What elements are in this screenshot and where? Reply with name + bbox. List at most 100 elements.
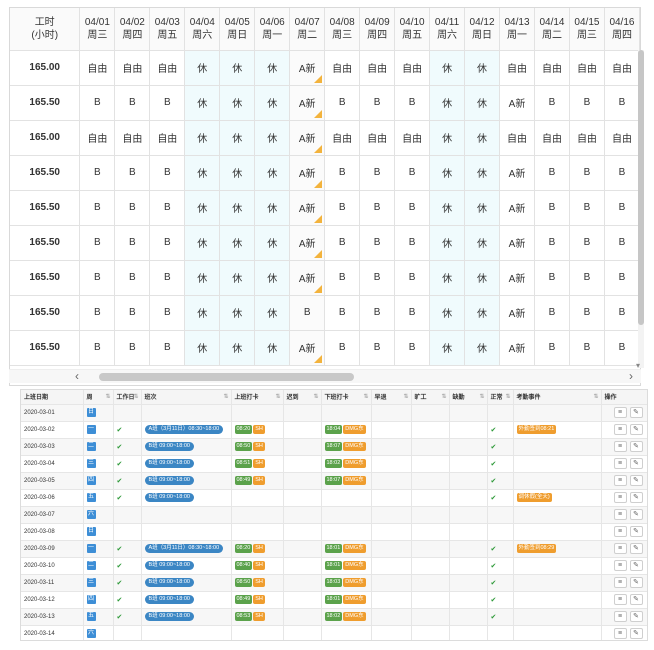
shift-cell[interactable]: B: [359, 330, 396, 366]
shift-cell[interactable]: 休: [429, 50, 466, 86]
shift-cell[interactable]: A新: [289, 190, 326, 226]
attendance-column-header[interactable]: 迟到 ⇅: [283, 390, 322, 405]
shift-cell[interactable]: B: [394, 295, 431, 331]
edit-icon[interactable]: ✎: [629, 560, 643, 571]
shift-cell[interactable]: B: [79, 155, 116, 191]
date-column-header[interactable]: 04/11 周六: [429, 8, 466, 51]
date-column-header[interactable]: 04/10 周五: [394, 8, 431, 51]
edit-icon[interactable]: ✎: [629, 441, 643, 452]
attendance-column-header[interactable]: 工作日 ⇅: [113, 390, 142, 405]
attendance-column-header[interactable]: 旷工 ⇅: [411, 390, 450, 405]
shift-cell[interactable]: B: [324, 155, 361, 191]
edit-icon[interactable]: ✎: [629, 424, 643, 435]
attendance-column-header[interactable]: 下班打卡 ⇅: [321, 390, 372, 405]
shift-cell[interactable]: 自由: [394, 50, 431, 86]
shift-cell[interactable]: B: [604, 295, 640, 331]
shift-cell[interactable]: B: [394, 85, 431, 121]
attendance-event-badge[interactable]: 外勤签到08:29: [516, 544, 557, 553]
shift-cell[interactable]: B: [114, 260, 151, 296]
sort-icon[interactable]: ⇅: [223, 394, 229, 400]
scroll-left-arrow[interactable]: ‹: [75, 369, 79, 383]
shift-cell[interactable]: A新: [499, 155, 535, 191]
shift-cell[interactable]: B: [604, 155, 640, 191]
list-icon[interactable]: ≡: [613, 577, 627, 588]
shift-cell[interactable]: B: [79, 295, 116, 331]
shift-cell[interactable]: 休: [464, 120, 501, 156]
shift-cell[interactable]: A新: [289, 50, 326, 86]
shift-cell[interactable]: 休: [184, 260, 221, 296]
scroll-right-arrow[interactable]: ›: [629, 369, 633, 383]
list-icon[interactable]: ≡: [613, 407, 627, 418]
shift-cell[interactable]: B: [79, 85, 116, 121]
shift-cell[interactable]: 休: [254, 85, 291, 121]
sort-icon[interactable]: ⇅: [275, 394, 281, 400]
shift-cell[interactable]: B: [604, 190, 640, 226]
shift-cell[interactable]: B: [114, 330, 151, 366]
list-icon[interactable]: ≡: [613, 628, 627, 639]
date-column-header[interactable]: 04/16 周四: [604, 8, 640, 51]
shift-cell[interactable]: B: [569, 260, 605, 296]
shift-cell[interactable]: A新: [289, 330, 326, 366]
date-column-header[interactable]: 04/15 周三: [569, 8, 605, 51]
sort-icon[interactable]: ⇅: [133, 394, 139, 400]
shift-cell[interactable]: A新: [289, 225, 326, 261]
shift-cell[interactable]: A新: [499, 295, 535, 331]
edit-icon[interactable]: ✎: [629, 526, 643, 537]
shift-cell[interactable]: A新: [499, 190, 535, 226]
shift-cell[interactable]: 休: [254, 120, 291, 156]
shift-cell[interactable]: 休: [464, 330, 501, 366]
shift-cell[interactable]: 休: [184, 155, 221, 191]
shift-cell[interactable]: B: [604, 330, 640, 366]
shift-cell[interactable]: B: [114, 225, 151, 261]
shift-cell[interactable]: 自由: [79, 50, 116, 86]
attendance-column-header[interactable]: 早退 ⇅: [371, 390, 412, 405]
scroll-down-arrow[interactable]: ▾: [636, 361, 641, 370]
shift-cell[interactable]: A新: [499, 225, 535, 261]
shift-cell[interactable]: B: [359, 225, 396, 261]
sort-icon[interactable]: ⇅: [593, 394, 599, 400]
shift-cell[interactable]: 休: [219, 260, 256, 296]
shift-cell[interactable]: B: [534, 260, 570, 296]
date-column-header[interactable]: 04/03 周五: [149, 8, 186, 51]
date-column-header[interactable]: 04/06 周一: [254, 8, 291, 51]
vertical-scrollbar[interactable]: [638, 50, 644, 368]
shift-cell[interactable]: 休: [429, 120, 466, 156]
shift-cell[interactable]: 休: [429, 85, 466, 121]
date-column-header[interactable]: 04/02 周四: [114, 8, 151, 51]
attendance-column-header[interactable]: 周 ⇅: [83, 390, 114, 405]
shift-cell[interactable]: 休: [219, 50, 256, 86]
shift-cell[interactable]: 休: [184, 225, 221, 261]
shift-cell[interactable]: 自由: [324, 50, 361, 86]
shift-cell[interactable]: 休: [464, 155, 501, 191]
shift-cell[interactable]: 自由: [569, 120, 605, 156]
shift-cell[interactable]: B: [149, 190, 186, 226]
shift-cell[interactable]: A新: [289, 155, 326, 191]
shift-cell[interactable]: 休: [219, 190, 256, 226]
shift-cell[interactable]: B: [149, 295, 186, 331]
list-icon[interactable]: ≡: [613, 441, 627, 452]
shift-cell[interactable]: B: [114, 190, 151, 226]
shift-cell[interactable]: B: [604, 225, 640, 261]
shift-cell[interactable]: 休: [254, 50, 291, 86]
shift-cell[interactable]: B: [394, 190, 431, 226]
list-icon[interactable]: ≡: [613, 526, 627, 537]
shift-cell[interactable]: B: [359, 295, 396, 331]
shift-cell[interactable]: 自由: [534, 50, 570, 86]
attendance-column-header[interactable]: 正常 ⇅: [487, 390, 514, 405]
shift-cell[interactable]: B: [114, 155, 151, 191]
date-column-header[interactable]: 04/12 周日: [464, 8, 501, 51]
shift-cell[interactable]: B: [289, 295, 326, 331]
horizontal-scrollbar[interactable]: ‹ ›: [9, 369, 641, 383]
edit-icon[interactable]: ✎: [629, 543, 643, 554]
shift-cell[interactable]: 自由: [79, 120, 116, 156]
shift-cell[interactable]: 休: [254, 225, 291, 261]
edit-icon[interactable]: ✎: [629, 475, 643, 486]
edit-icon[interactable]: ✎: [629, 509, 643, 520]
shift-cell[interactable]: B: [324, 330, 361, 366]
sort-icon[interactable]: ⇅: [441, 394, 447, 400]
shift-cell[interactable]: 休: [464, 295, 501, 331]
shift-cell[interactable]: 自由: [149, 120, 186, 156]
shift-cell[interactable]: 休: [219, 85, 256, 121]
shift-cell[interactable]: B: [149, 225, 186, 261]
attendance-column-header[interactable]: 缺勤 ⇅: [449, 390, 488, 405]
